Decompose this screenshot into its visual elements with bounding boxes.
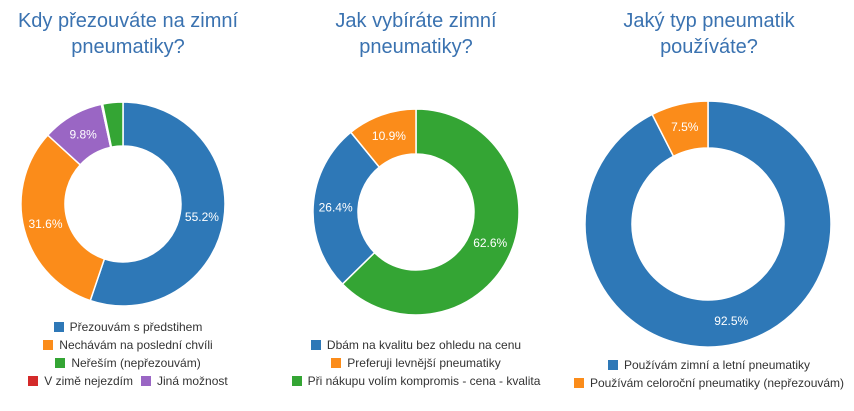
legend-swatch <box>28 376 39 386</box>
legend-label: Preferuji levnější pneumatiky <box>347 356 501 370</box>
legend-item-v-zime-nejezdim[interactable]: V zimě nejezdím <box>28 372 133 390</box>
chart-title-line: pneumatiky? <box>359 36 473 58</box>
legend-swatch <box>331 358 342 368</box>
chart-title: Kdy přezouváte na zimní pneumatiky? <box>0 8 256 60</box>
chart-title-line: Jaký typ pneumatik <box>623 10 795 32</box>
legend-item-prezouvam-s-predstihem[interactable]: Přezouvám s předstihem <box>53 318 203 336</box>
legend-swatch <box>607 360 618 370</box>
legend-item-preferuji-levnejsi-pneumatiky[interactable]: Preferuji levnější pneumatiky <box>331 354 501 372</box>
chart-panel-2: Jak vybíráte zimní pneumatiky? 62.6% 26.4… <box>288 0 544 411</box>
slice-data-label: 31.6% <box>28 217 62 231</box>
chart-panel-3: Jaký typ pneumatik používáte? 92.5% 7.5% … <box>573 0 845 411</box>
chart-title-line: Jak vybíráte zimní <box>335 10 497 32</box>
legend-item-pouzivam-celorocni-pneumatiky-neprezouvam[interactable]: Používám celoroční pneumatiky (nepřezouv… <box>573 374 845 392</box>
legend-row: Preferuji levnější pneumatiky <box>288 354 544 372</box>
donut-slice-nechavam-na-posledni-chvili[interactable] <box>20 134 106 302</box>
chart-title: Jak vybíráte zimní pneumatiky? <box>288 8 544 60</box>
chart-title-line: Kdy přezouváte na zimní <box>17 10 239 32</box>
legend-item-pri-nakupu-volim-kompromis-cena-kvalita[interactable]: Při nákupu volím kompromis - cena - kval… <box>291 372 541 390</box>
slice-data-label: 10.9% <box>372 129 406 143</box>
slice-data-label: 7.5% <box>671 120 699 134</box>
legend-item-nechavam-na-posledni-chvili[interactable]: Nechávám na poslední chvíli <box>43 336 213 354</box>
donut-slice-pri-nakupu-volim-kompromis-cena-kvalita[interactable] <box>341 108 520 316</box>
chart-panel-1: Kdy přezouváte na zimní pneumatiky? 55.2… <box>0 0 256 411</box>
legend-label: Jiná možnost <box>157 374 228 388</box>
legend-swatch <box>291 376 302 386</box>
legend-swatch <box>141 376 151 386</box>
donut-chart: 55.2% 31.6% 9.8% <box>20 101 226 307</box>
donut-chart: 92.5% 7.5% <box>584 100 832 348</box>
donut-slice-pouzivam-zimni-a-letni-pneumatiky[interactable] <box>584 100 832 348</box>
chart-legend: Přezouvám s předstihem Nechávám na posled… <box>0 318 256 390</box>
legend-label: Používám celoroční pneumatiky (nepřezouv… <box>589 376 845 390</box>
legend-swatch <box>43 340 54 350</box>
donut-slice-pouzivam-celorocni-pneumatiky-neprezouvam[interactable] <box>651 100 709 158</box>
legend-swatch <box>53 322 64 332</box>
slice-data-label: 62.6% <box>473 236 507 250</box>
legend-label: Dbám na kvalitu bez ohledu na cenu <box>326 338 522 352</box>
slice-data-label: 55.2% <box>185 210 219 224</box>
legend-row: Neřeším (nepřezouvám) <box>0 354 256 372</box>
legend-swatch <box>55 358 66 368</box>
slice-data-label: 26.4% <box>319 201 353 215</box>
legend-label: Neřeším (nepřezouvám) <box>71 356 201 370</box>
legend-row: Nechávám na poslední chvíli <box>0 336 256 354</box>
slice-data-label: 9.8% <box>69 128 97 142</box>
legend-label: Používám zimní a letní pneumatiky <box>623 358 811 372</box>
legend-row: Používám celoroční pneumatiky (nepřezouv… <box>573 374 845 392</box>
chart-title: Jaký typ pneumatik používáte? <box>574 8 844 60</box>
chart-title-line: používáte? <box>660 36 758 58</box>
chart-legend: Používám zimní a letní pneumatiky Používá… <box>573 356 845 392</box>
legend-item-jina-moznost[interactable]: Jiná možnost <box>141 372 228 390</box>
legend-label: Přezouvám s předstihem <box>69 320 203 334</box>
donut-slice-neresim-neprezouvam[interactable] <box>101 101 124 149</box>
chart-title-line: pneumatiky? <box>71 36 185 58</box>
legend-row: Přezouvám s předstihem <box>0 318 256 336</box>
legend-label: Nechávám na poslední chvíli <box>59 338 213 352</box>
donut-slice-dbam-na-kvalitu-bez-ohledu-na-cenu[interactable] <box>312 131 381 286</box>
donut-slice-prezouvam-s-predstihem[interactable] <box>89 101 226 307</box>
legend-item-neresim-neprezouvam[interactable]: Neřeším (nepřezouvám) <box>55 354 201 372</box>
legend-swatch <box>310 340 321 350</box>
donut-chart: 62.6% 26.4% 10.9% <box>312 108 520 316</box>
legend-label: Při nákupu volím kompromis - cena - kval… <box>307 374 541 388</box>
chart-legend: Dbám na kvalitu bez ohledu na cenu Prefer… <box>288 336 544 390</box>
legend-item-dbam-na-kvalitu-bez-ohledu-na-cenu[interactable]: Dbám na kvalitu bez ohledu na cenu <box>310 336 522 354</box>
slice-data-label: 92.5% <box>714 314 748 328</box>
legend-row: Dbám na kvalitu bez ohledu na cenu <box>288 336 544 354</box>
legend-item-pouzivam-zimni-a-letni-pneumatiky[interactable]: Používám zimní a letní pneumatiky <box>607 356 811 374</box>
legend-row: V zimě nejezdím Jiná možnost <box>0 372 256 390</box>
legend-label: V zimě nejezdím <box>44 374 133 388</box>
legend-row: Při nákupu volím kompromis - cena - kval… <box>288 372 544 390</box>
legend-row: Používám zimní a letní pneumatiky <box>574 356 844 374</box>
donut-slice-preferuji-levnejsi-pneumatiky[interactable] <box>349 108 417 169</box>
legend-swatch <box>573 378 584 388</box>
